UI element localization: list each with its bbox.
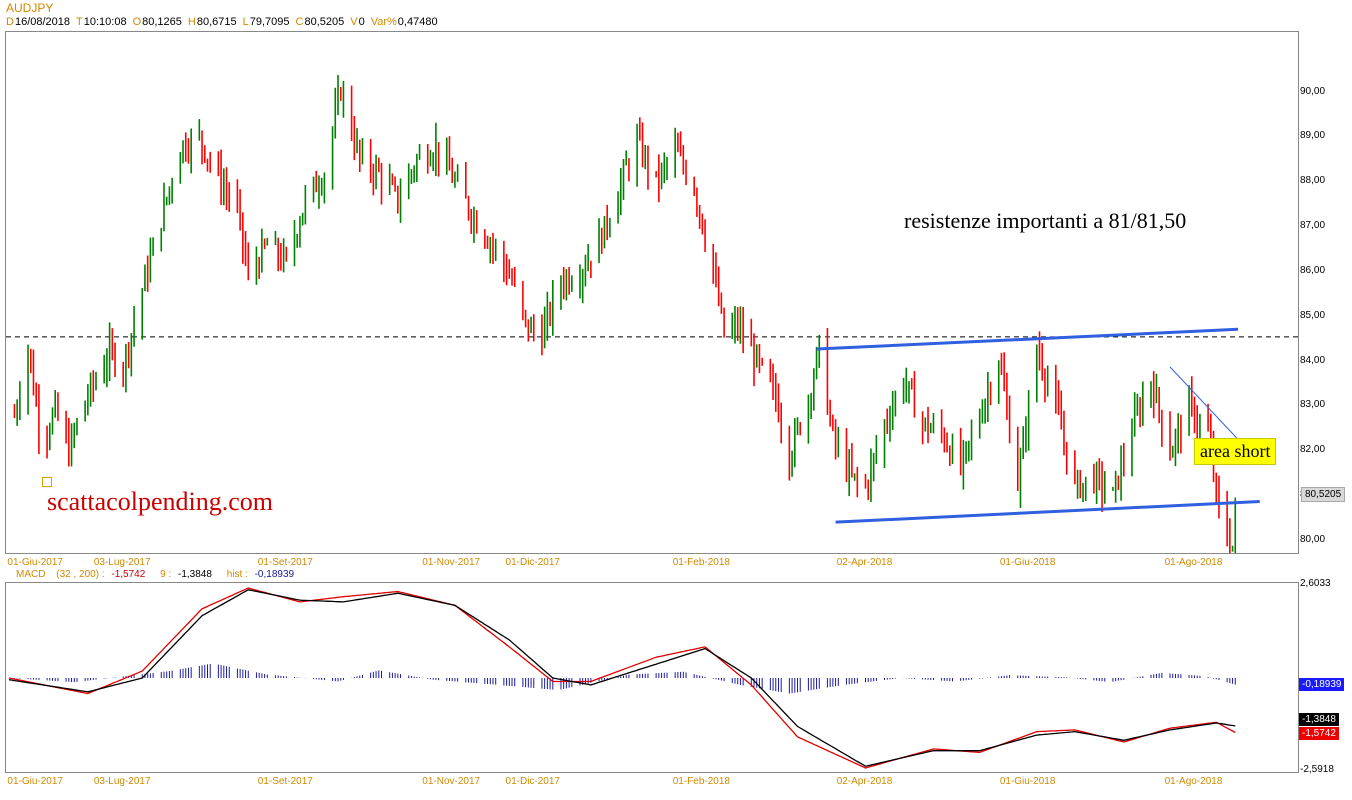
hist-badge: -0,18939 xyxy=(1299,678,1345,691)
macd-hist-value: -0,18939 xyxy=(254,569,295,580)
price-y-tick: 89,00 xyxy=(1300,130,1326,142)
macd-line xyxy=(8,589,1236,767)
readout-key: O xyxy=(132,16,142,28)
readout-key: L xyxy=(242,16,249,28)
macd-x-tick: 03-Lug-2017 xyxy=(93,776,151,787)
readout-key: V xyxy=(350,16,358,28)
readout-key: C xyxy=(295,16,304,28)
macd-value: -1,5742 xyxy=(111,569,146,580)
lower-channel-trendline xyxy=(835,500,1260,524)
macd-badge: -1,5742 xyxy=(1299,727,1339,740)
price-x-tick: 01-Nov-2017 xyxy=(422,557,481,568)
readout-value: 16/08/2018 xyxy=(14,16,71,28)
macd-signal-line xyxy=(8,587,1236,769)
macd-y-tick: -2,5918 xyxy=(1300,764,1334,775)
readout-value: 80,5205 xyxy=(304,16,345,28)
macd-panel xyxy=(5,582,1299,773)
macd-hist-label: hist : xyxy=(226,569,248,580)
readout-value: 80,6715 xyxy=(196,16,237,28)
price-x-tick: 01-Feb-2018 xyxy=(672,557,730,568)
readout-value: 80,1265 xyxy=(142,16,182,28)
macd-x-tick: 01-Feb-2018 xyxy=(672,776,730,787)
readout-value: 0 xyxy=(358,16,365,28)
watermark-marker xyxy=(42,477,52,487)
price-y-tick: 84,00 xyxy=(1300,354,1326,366)
macd-y-tick: 2,6033 xyxy=(1300,578,1331,589)
price-x-tick: 03-Lug-2017 xyxy=(93,557,151,568)
macd-x-tick: 01-Dic-2017 xyxy=(505,776,561,787)
price-x-tick: 01-Set-2017 xyxy=(257,557,313,568)
price-y-tick: 86,00 xyxy=(1300,264,1326,276)
resistance-annotation: resistenze importanti a 81/81,50 xyxy=(904,208,1187,233)
readout-key: Var% xyxy=(370,16,397,28)
price-y-tick: 83,00 xyxy=(1300,399,1326,411)
macd-signal-value: -1,3848 xyxy=(177,569,212,580)
macd-x-tick: 01-Nov-2017 xyxy=(422,776,481,787)
readout-value: 79,7095 xyxy=(249,16,290,28)
price-x-tick: 01-Ago-2018 xyxy=(1164,557,1223,568)
macd-signal-label: 9 : xyxy=(160,569,172,580)
macd-params: (32 , 200) : xyxy=(56,569,105,580)
price-y-tick: 80,00 xyxy=(1300,534,1326,545)
watermark-text: scattacolpending.com xyxy=(47,487,273,516)
price-x-tick: 01-Giu-2018 xyxy=(999,557,1056,568)
macd-chart xyxy=(8,587,1236,769)
readout-key: T xyxy=(76,16,83,28)
ohlc-readout: D16/08/2018 T10:10:08 O80,1265 H80,6715 L79,… xyxy=(6,16,444,28)
readout-key: H xyxy=(187,16,196,28)
macd-x-tick: 01-Giu-2018 xyxy=(999,776,1056,787)
area-short-label: area short xyxy=(1194,438,1277,465)
price-x-tick: 01-Dic-2017 xyxy=(505,557,561,568)
price-y-tick: 82,00 xyxy=(1300,444,1326,456)
price-x-tick: 01-Giu-2017 xyxy=(7,557,63,568)
macd-header: MACD (32 , 200) : -1,5742 9 : -1,3848 hi… xyxy=(16,569,294,580)
price-y-tick: 88,00 xyxy=(1300,175,1326,187)
price-chart xyxy=(6,75,1298,553)
last-price-badge: 80,5205 xyxy=(1301,487,1346,502)
readout-value: 10:10:08 xyxy=(83,16,127,28)
macd-name: MACD xyxy=(16,569,46,580)
symbol-title: AUDJPY xyxy=(6,1,54,15)
macd-x-tick: 02-Apr-2018 xyxy=(836,776,893,787)
readout-key: D xyxy=(6,16,14,28)
readout-value: 0,47480 xyxy=(397,16,438,28)
price-panel xyxy=(5,31,1299,554)
price-y-tick: 90,00 xyxy=(1300,85,1326,97)
price-x-tick: 02-Apr-2018 xyxy=(836,557,893,568)
macd-x-tick: 01-Giu-2017 xyxy=(7,776,63,787)
macd-x-tick: 01-Set-2017 xyxy=(257,776,313,787)
price-y-tick: 85,00 xyxy=(1300,309,1326,321)
signal-badge: -1,3848 xyxy=(1299,713,1339,726)
upper-channel-trendline xyxy=(816,327,1239,351)
macd-x-tick: 01-Ago-2018 xyxy=(1164,776,1223,787)
price-y-tick: 87,00 xyxy=(1300,220,1326,232)
